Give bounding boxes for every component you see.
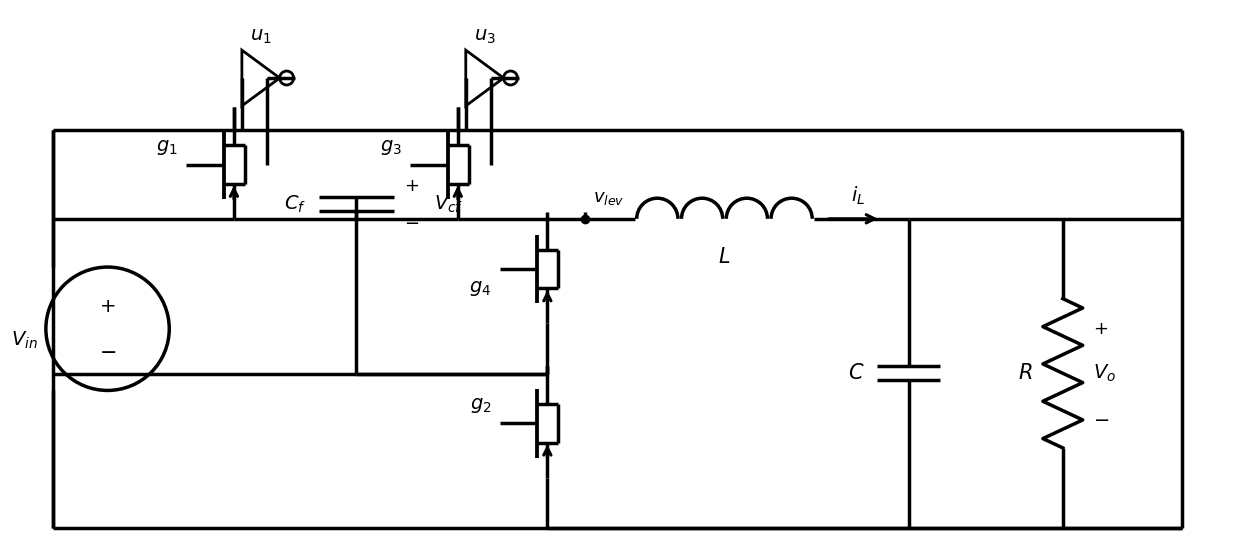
Text: $-$: $-$ — [99, 340, 117, 361]
Text: $C_f$: $C_f$ — [284, 194, 306, 215]
Text: $g_3$: $g_3$ — [381, 138, 402, 157]
Text: $-$: $-$ — [404, 214, 419, 231]
Text: $-$: $-$ — [1092, 409, 1109, 428]
Text: $L$: $L$ — [718, 247, 730, 267]
Text: $V_o$: $V_o$ — [1092, 363, 1116, 384]
Text: $R$: $R$ — [1018, 363, 1033, 383]
Text: $u_1$: $u_1$ — [250, 27, 272, 46]
Text: $V_{cf}$: $V_{cf}$ — [434, 194, 464, 215]
Text: $V_{in}$: $V_{in}$ — [11, 330, 38, 352]
Text: $i_L$: $i_L$ — [851, 184, 866, 207]
Text: $g_4$: $g_4$ — [470, 279, 491, 298]
Text: $g_1$: $g_1$ — [156, 138, 179, 157]
Text: $C$: $C$ — [848, 363, 864, 383]
Text: $g_2$: $g_2$ — [470, 396, 491, 415]
Text: $+$: $+$ — [1092, 320, 1107, 338]
Text: $u_3$: $u_3$ — [474, 27, 496, 46]
Text: $+$: $+$ — [404, 177, 419, 196]
Text: $v_{lev}$: $v_{lev}$ — [593, 189, 625, 207]
Text: $+$: $+$ — [99, 297, 115, 316]
